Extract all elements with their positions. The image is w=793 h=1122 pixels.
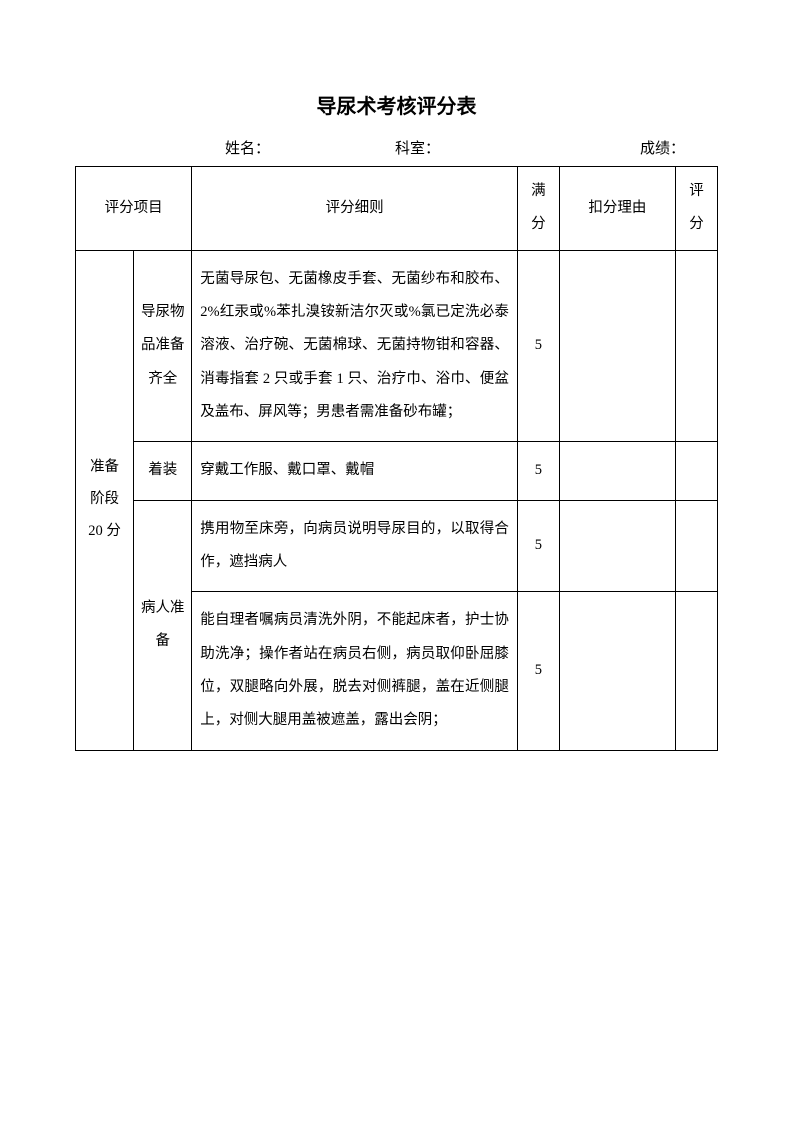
table-row: 病人准备 携用物至床旁，向病员说明导尿目的，以取得合作，遮挡病人 5: [76, 500, 718, 592]
detail-cell: 穿戴工作服、戴口罩、戴帽: [192, 442, 518, 500]
reason-cell: [559, 250, 675, 442]
full-cell: 5: [517, 442, 559, 500]
category-text-3: 20 分: [88, 523, 121, 539]
score-cell: [676, 592, 718, 750]
name-label: 姓名：: [225, 137, 395, 158]
detail-cell: 能自理者嘱病员清洗外阴，不能起床者，护士协助洗净；操作者站在病员右侧，病员取仰卧…: [192, 592, 518, 750]
header-full: 满分: [517, 167, 559, 251]
dept-label: 科室：: [395, 137, 640, 158]
score-cell: [676, 442, 718, 500]
score-cell: [676, 250, 718, 442]
reason-cell: [559, 592, 675, 750]
sub-cell: 病人准备: [134, 500, 192, 750]
category-cell: 准备 阶段 20 分: [76, 250, 134, 750]
full-cell: 5: [517, 500, 559, 592]
sub-cell: 着装: [134, 442, 192, 500]
reason-cell: [559, 500, 675, 592]
score-cell: [676, 500, 718, 592]
full-cell: 5: [517, 592, 559, 750]
table-row: 着装 穿戴工作服、戴口罩、戴帽 5: [76, 442, 718, 500]
full-cell: 5: [517, 250, 559, 442]
category-text-1: 准备: [90, 459, 119, 475]
header-reason: 扣分理由: [559, 167, 675, 251]
info-row: 姓名： 科室： 成绩：: [75, 137, 718, 158]
header-category: 评分项目: [76, 167, 192, 251]
evaluation-table: 评分项目 评分细则 满分 扣分理由 评分 准备 阶段 20 分 导尿物品准备齐全…: [75, 166, 718, 751]
table-header-row: 评分项目 评分细则 满分 扣分理由 评分: [76, 167, 718, 251]
sub-cell: 导尿物品准备齐全: [134, 250, 192, 442]
page-title: 导尿术考核评分表: [75, 90, 718, 119]
category-text-2: 阶段: [90, 491, 119, 507]
header-score: 评分: [676, 167, 718, 251]
detail-cell: 无菌导尿包、无菌橡皮手套、无菌纱布和胶布、2%红汞或%苯扎溴铵新洁尔灭或%氯已定…: [192, 250, 518, 442]
header-detail: 评分细则: [192, 167, 518, 251]
table-row: 准备 阶段 20 分 导尿物品准备齐全 无菌导尿包、无菌橡皮手套、无菌纱布和胶布…: [76, 250, 718, 442]
score-label: 成绩：: [640, 137, 685, 158]
detail-cell: 携用物至床旁，向病员说明导尿目的，以取得合作，遮挡病人: [192, 500, 518, 592]
reason-cell: [559, 442, 675, 500]
